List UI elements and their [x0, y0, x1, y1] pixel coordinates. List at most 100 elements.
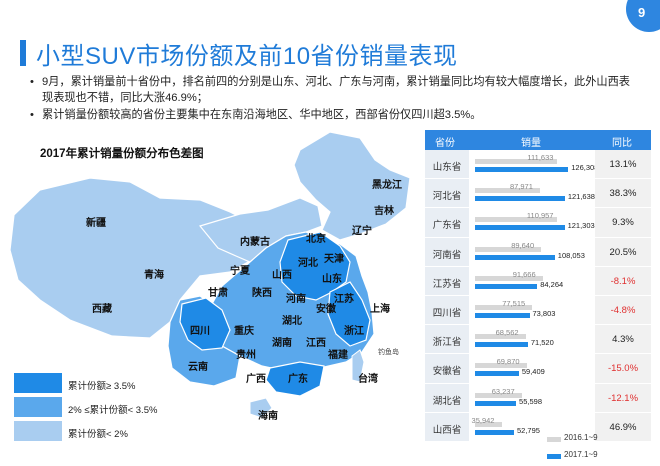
- legend-swatch-low: [14, 421, 62, 441]
- province-label-chongqing: 重庆: [234, 324, 254, 337]
- legend-item-low: 累计份额< 2%: [14, 421, 234, 441]
- yoy-value: 46.9%: [609, 421, 637, 433]
- table-row: 安徽省 69,870 59,409 -15.0%: [425, 354, 651, 384]
- title-accent-bar: [20, 40, 26, 66]
- yoy-cell: -4.8%: [595, 296, 651, 325]
- province-label-guizhou: 贵州: [236, 348, 256, 361]
- legend-label-mid: 2% ≤累计份额< 3.5%: [68, 405, 158, 416]
- legend-swatch-2017: [547, 454, 561, 459]
- value-label-2017: 121,303: [567, 221, 595, 231]
- value-label-2016: 87,971: [509, 182, 533, 192]
- province-label-shaanxi: 陕西: [252, 286, 272, 299]
- province-name: 浙江省: [432, 337, 462, 349]
- province-cell: 河北省: [425, 179, 469, 208]
- bar-2016: [475, 159, 558, 164]
- table-row: 广东省 110,957 121,303 9.3%: [425, 208, 651, 238]
- table-row: 湖北省 63,237 55,598 -12.1%: [425, 383, 651, 413]
- yoy-cell: 4.3%: [595, 325, 651, 354]
- table-row: 浙江省 68,562 71,520 4.3%: [425, 325, 651, 355]
- legend-item-mid: 2% ≤累计份额< 3.5%: [14, 397, 234, 417]
- province-label-hebei: 河北: [298, 256, 318, 269]
- legend-label-low: 累计份额< 2%: [68, 429, 128, 440]
- table-row: 江苏省 91,666 84,264 -8.1%: [425, 266, 651, 296]
- province-label-ningxia: 宁夏: [230, 264, 251, 277]
- page-number-badge: 9: [626, 0, 660, 32]
- value-label-2017: 52,795: [516, 425, 540, 435]
- province-label-qinghai: 青海: [144, 268, 164, 281]
- legend-swatch-high: [14, 373, 62, 393]
- yoy-cell: -15.0%: [595, 354, 651, 383]
- value-label-2016: 77,515: [502, 299, 526, 308]
- bar-2016: [475, 421, 502, 427]
- bar-2017: [475, 342, 528, 348]
- value-label-2016: 63,237: [491, 386, 515, 396]
- header-yoy: 同比: [612, 138, 632, 149]
- map-region-hainan: [249, 397, 273, 419]
- province-name: 山西省: [432, 424, 462, 436]
- value-label-2017: 55,598: [519, 396, 542, 406]
- value-label-2017: 126,308: [571, 163, 599, 172]
- table-row: 山西省 35,942 52,795 46.9%: [425, 412, 651, 442]
- province-label-jilin: 吉林: [374, 204, 395, 217]
- province-label-henan: 河南: [286, 292, 306, 305]
- page-number: 9: [638, 5, 646, 20]
- yoy-cell: 20.5%: [595, 237, 651, 266]
- bar-2016: [475, 217, 557, 223]
- province-label-sichuan: 四川: [190, 325, 210, 337]
- map-region-guangdong: [265, 361, 325, 397]
- page-title: 小型SUV市场份额及前10省份销量表现: [36, 43, 458, 70]
- province-label-tianjin: 天津: [324, 252, 344, 265]
- table-row: 河南省 89,640 108,053 20.5%: [425, 237, 651, 267]
- legend-label-high: 累计份额≥ 3.5%: [68, 381, 136, 392]
- map-region-west: [9, 177, 263, 339]
- yoy-cell: -8.1%: [595, 266, 651, 295]
- value-label-2017: 108,053: [557, 250, 585, 260]
- yoy-cell: 46.9%: [595, 412, 651, 441]
- table-row: 山东省 111,633 126,308 13.1%: [425, 150, 651, 180]
- bar-2016: [475, 392, 522, 398]
- bar-2017: [475, 283, 538, 289]
- yoy-value: 13.1%: [609, 159, 637, 170]
- header-sales: 销量: [521, 138, 541, 149]
- province-label-fujian: 福建: [327, 348, 349, 361]
- province-label-shandong: 山东: [322, 272, 342, 285]
- bar-2017: [475, 400, 517, 406]
- yoy-value: 20.5%: [609, 246, 637, 258]
- yoy-value: 4.3%: [612, 334, 634, 346]
- province-cell: 江苏省: [425, 266, 469, 295]
- bar-2016: [475, 246, 542, 252]
- map-region-taiwan: [351, 349, 365, 383]
- province-name: 安徽省: [432, 366, 462, 378]
- province-label-yunnan: 云南: [188, 360, 208, 373]
- province-label-beijing: 北京: [306, 232, 326, 245]
- province-name: 河北省: [432, 191, 462, 203]
- province-label-liaoning: 辽宁: [352, 224, 372, 237]
- legend-label-2017: 2017.1~9: [564, 450, 598, 459]
- bullet-item: 9月，累计销量前十省份中，排名前四的分别是山东、河北、广东与河南，累计销量同比均…: [30, 74, 640, 106]
- province-label-jiangsu: 江苏: [334, 292, 354, 305]
- value-label-2017: 84,264: [540, 279, 564, 289]
- header-province: 省份: [435, 138, 455, 149]
- province-label-guangxi: 广西: [246, 372, 266, 385]
- province-name: 湖北省: [432, 395, 462, 407]
- value-label-2016: 111,633: [527, 153, 554, 162]
- yoy-value: -12.1%: [607, 392, 639, 404]
- province-label-neimenggu: 内蒙古: [240, 235, 270, 248]
- bar-2016: [475, 188, 540, 194]
- value-label-2017: 71,520: [530, 338, 554, 348]
- map-region-northeast: [293, 131, 411, 241]
- legend-swatch-mid: [14, 397, 62, 417]
- value-label-2016: 91,666: [512, 269, 536, 279]
- bar-2017: [475, 196, 565, 202]
- province-name: 四川省: [432, 308, 462, 319]
- map-title: 2017年累计销量份额分布色差图: [40, 148, 204, 160]
- bar-2016: [475, 363, 527, 369]
- bar-2017: [475, 429, 514, 435]
- china-share-map: 黑龙江 吉林 辽宁 北京 天津 内蒙古 新疆 青海 甘肃 宁夏 山西 河北 山东…: [9, 131, 411, 422]
- value-label-2016: 68,562: [495, 328, 519, 338]
- province-label-jiangxi: 江西: [306, 336, 326, 349]
- table-row: 四川省 77,515 73,803 -4.8%: [425, 296, 651, 326]
- province-label-xizang: 西藏: [92, 302, 112, 315]
- value-label-2016: 110,957: [526, 211, 554, 221]
- province-label-hubei: 湖北: [282, 314, 302, 327]
